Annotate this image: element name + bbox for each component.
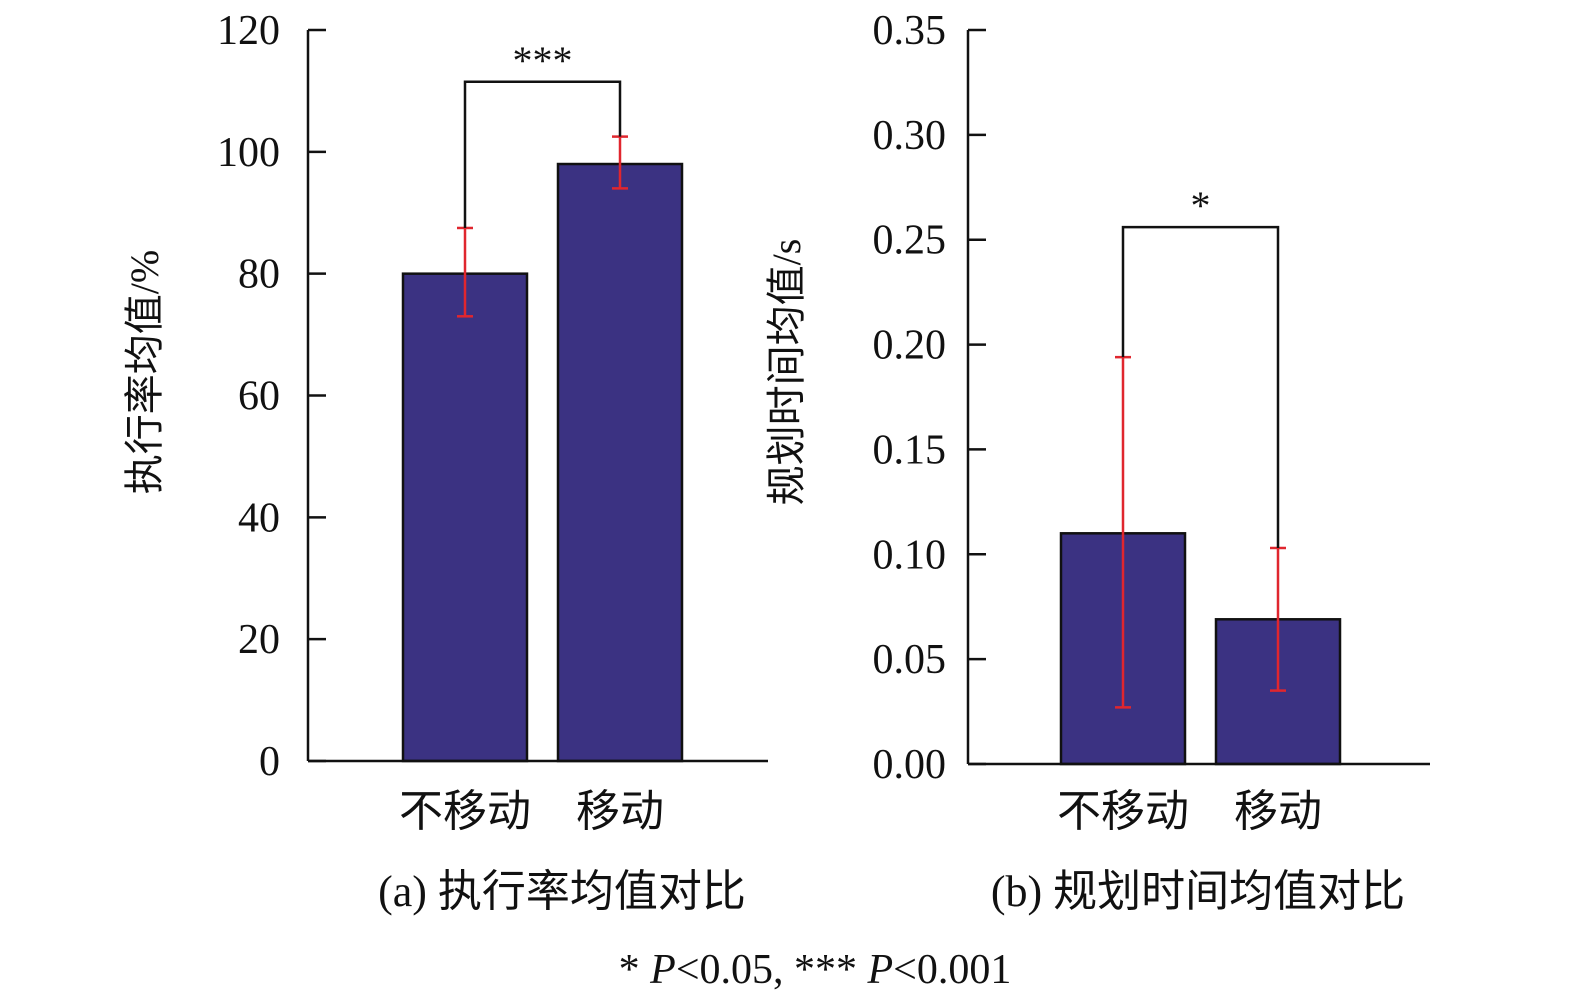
y-tick-label-0: 0.00 [873, 742, 947, 788]
y-tick-label-0: 0 [259, 739, 280, 785]
footnote-p1: P [649, 947, 676, 993]
footnote-p2: P [867, 947, 894, 993]
significance-label: *** [513, 38, 573, 83]
y-tick-label-2: 40 [238, 495, 280, 541]
panel-a-execution-rate-chart: 0 20 40 60 80 100 120 *** 不移动 移动 执行率均值/% [122, 8, 768, 836]
y-tick-label-6: 0.30 [873, 113, 947, 159]
y-tick-label-5: 0.25 [873, 218, 947, 264]
category-label-0: 不移动 [1057, 787, 1189, 836]
y-tick-label-1: 20 [238, 617, 280, 663]
significance-bracket [463, 80, 622, 228]
y-tick-label-6: 120 [217, 8, 280, 54]
y-axis-title: 规划时间均值/s [764, 239, 809, 506]
y-tick-label-1: 0.05 [873, 637, 947, 683]
footnote-part1: * [619, 947, 651, 993]
y-tick-label-7: 0.35 [873, 8, 947, 54]
bar-0 [401, 272, 529, 763]
y-tick-label-5: 100 [217, 130, 280, 176]
caption-b: (b) 规划时间均值对比 [991, 867, 1405, 916]
category-label-1: 移动 [1234, 787, 1322, 836]
footnote-part2: <0.05, *** [676, 947, 868, 993]
y-tick-label-4: 0.20 [873, 323, 947, 369]
y-tick-label-3: 0.15 [873, 427, 947, 473]
significance-footnote: * P<0.05, *** P<0.001 [619, 947, 1012, 993]
panel-b-planning-time-chart: 0.00 0.05 0.10 0.15 0.20 0.25 0.30 0.35 * 不移动 移动 规划… [764, 8, 1430, 836]
category-label-1: 移动 [576, 787, 664, 836]
category-label-0: 不移动 [399, 787, 531, 836]
y-tick-label-3: 60 [238, 374, 280, 420]
bar-1 [556, 162, 684, 763]
caption-a: (a) 执行率均值对比 [378, 867, 746, 916]
y-tick-label-2: 0.10 [873, 532, 947, 578]
footnote-part3: <0.001 [893, 947, 1011, 993]
significance-bracket [1121, 225, 1280, 548]
significance-label: * [1191, 183, 1211, 228]
y-axis-title: 执行率均值/% [122, 250, 167, 494]
y-tick-label-4: 80 [238, 252, 280, 298]
